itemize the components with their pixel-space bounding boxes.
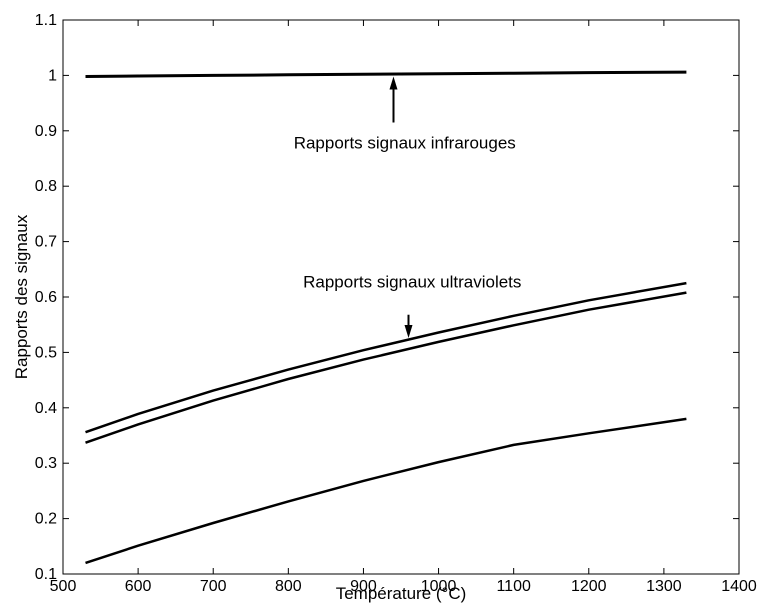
x-tick-label: 600: [125, 578, 152, 595]
series-line-4: [85, 417, 687, 565]
y-tick-label: 0.5: [35, 344, 57, 361]
x-tick-label: 500: [50, 578, 77, 595]
y-tick-label: 0.6: [35, 289, 57, 306]
series-line-2: [85, 281, 687, 434]
y-tick-label: 1.1: [35, 12, 57, 29]
annotations: Rapports signaux infrarouges Rapports sig…: [294, 76, 521, 338]
x-tick-label: 700: [200, 578, 227, 595]
y-tick-label: 0.2: [35, 511, 57, 528]
annotation-arrow-head: [404, 324, 413, 338]
series-line-3: [85, 291, 687, 444]
tick-labels: 500 600 700 800 900 1000 1100 1200 1300 1400 0.1 0.…: [35, 12, 757, 595]
x-tick-label: 1100: [496, 578, 531, 595]
annotation-arrow-head: [389, 76, 398, 90]
y-axis-label: Rapports des signaux: [12, 214, 31, 379]
x-tick-label: 1200: [571, 578, 607, 595]
annotation-label: Rapports signaux infrarouges: [294, 134, 516, 153]
x-tick-label: 900: [350, 578, 377, 595]
axis-ticks: [62, 19, 740, 575]
series-line-1: [85, 70, 687, 78]
annotation-label: Rapports signaux ultraviolets: [303, 273, 521, 292]
y-tick-label: 0.4: [35, 400, 57, 417]
y-tick-label: 1: [48, 67, 57, 84]
series-lines: [85, 70, 687, 565]
y-tick-label: 0.7: [35, 234, 57, 251]
y-tick-label: 0.9: [35, 123, 57, 140]
x-tick-label: 1300: [646, 578, 682, 595]
x-tick-label: 1400: [721, 578, 757, 595]
plot-area-frame: [62, 19, 740, 575]
y-tick-label: 0.1: [35, 566, 57, 583]
y-tick-label: 0.3: [35, 455, 57, 472]
x-tick-label: 1000: [421, 578, 457, 595]
y-tick-label: 0.8: [35, 178, 57, 195]
x-axis-label: Température (°C): [336, 584, 467, 603]
x-tick-label: 800: [275, 578, 302, 595]
